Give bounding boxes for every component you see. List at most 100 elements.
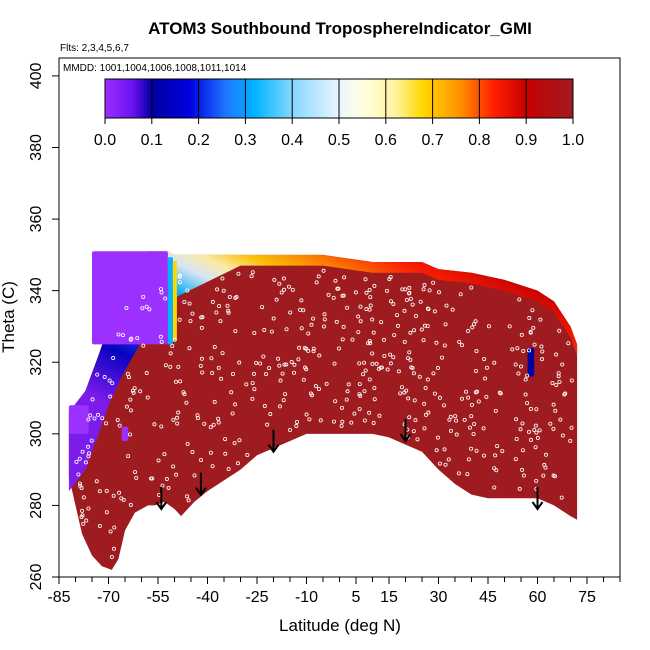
observation-point bbox=[388, 299, 393, 304]
observation-point bbox=[446, 457, 451, 462]
observation-point bbox=[310, 393, 315, 398]
region-edge-blue bbox=[167, 257, 173, 345]
observation-point bbox=[528, 329, 533, 334]
observation-point bbox=[434, 340, 439, 345]
observation-point bbox=[309, 322, 314, 327]
observation-point bbox=[230, 411, 235, 416]
observation-point bbox=[307, 417, 312, 422]
observation-point bbox=[84, 518, 89, 523]
observation-point bbox=[226, 310, 231, 315]
observation-point bbox=[110, 381, 115, 386]
observation-point bbox=[407, 285, 412, 290]
y-axis: 260 280 300 320 340 360 380 400 bbox=[28, 62, 59, 590]
colorbar-tick-label: 0.4 bbox=[281, 132, 303, 149]
observation-point bbox=[216, 365, 221, 370]
observation-point bbox=[526, 429, 531, 434]
observation-point bbox=[442, 447, 447, 452]
observation-point bbox=[550, 380, 555, 385]
observation-point bbox=[431, 371, 436, 376]
observation-point bbox=[202, 421, 207, 426]
x-tick-label: 15 bbox=[380, 589, 398, 606]
colorbar-tick-label: 0.9 bbox=[515, 132, 537, 149]
observation-point bbox=[126, 454, 131, 459]
observation-point bbox=[363, 368, 368, 373]
observation-point bbox=[182, 392, 187, 397]
observation-point bbox=[569, 425, 574, 430]
observation-point bbox=[377, 413, 382, 418]
observation-point bbox=[527, 316, 532, 321]
observation-point bbox=[388, 361, 393, 366]
observation-point bbox=[412, 328, 417, 333]
observation-point bbox=[514, 436, 519, 441]
observation-point bbox=[262, 404, 267, 409]
observation-point bbox=[138, 389, 143, 394]
observation-point bbox=[333, 399, 338, 404]
observation-point bbox=[423, 386, 428, 391]
observation-point bbox=[175, 415, 180, 420]
y-tick-label: 320 bbox=[28, 349, 45, 376]
observation-point bbox=[363, 277, 368, 282]
observation-point bbox=[303, 365, 308, 370]
observation-point bbox=[412, 398, 417, 403]
observation-point bbox=[226, 467, 231, 472]
observation-point bbox=[370, 317, 375, 322]
observation-point bbox=[322, 317, 327, 322]
observation-point bbox=[200, 315, 205, 320]
observation-point bbox=[523, 392, 528, 397]
observation-point bbox=[417, 374, 422, 379]
observation-point bbox=[316, 386, 321, 391]
observation-point bbox=[131, 390, 136, 395]
observation-point bbox=[104, 488, 109, 493]
observation-point bbox=[174, 472, 179, 477]
observation-point bbox=[90, 397, 95, 402]
chart-title: ATOM3 Southbound TroposphereIndicator_GM… bbox=[148, 19, 532, 38]
observation-point bbox=[362, 389, 367, 394]
observation-point bbox=[535, 436, 540, 441]
x-tick-label: 5 bbox=[352, 589, 361, 606]
observation-point bbox=[470, 325, 475, 330]
observation-point bbox=[326, 292, 331, 297]
observation-point bbox=[372, 397, 377, 402]
observation-point bbox=[252, 330, 257, 335]
observation-point bbox=[436, 290, 441, 295]
y-tick-label: 400 bbox=[28, 62, 45, 89]
observation-point bbox=[281, 398, 286, 403]
observation-point bbox=[540, 357, 545, 362]
observation-point bbox=[79, 514, 84, 519]
observation-point bbox=[500, 449, 505, 454]
observation-point bbox=[97, 524, 102, 529]
observation-point bbox=[486, 324, 491, 329]
observation-point bbox=[517, 297, 522, 302]
observation-point bbox=[554, 352, 559, 357]
observation-point bbox=[86, 506, 91, 511]
observation-point bbox=[560, 362, 565, 367]
colorbar-tick-label: 0.3 bbox=[234, 132, 256, 149]
observation-point bbox=[220, 276, 225, 281]
observation-point bbox=[532, 342, 537, 347]
observation-point bbox=[331, 419, 336, 424]
observation-point bbox=[74, 459, 79, 464]
y-tick-label: 300 bbox=[28, 420, 45, 447]
observation-point bbox=[543, 465, 548, 470]
observation-point bbox=[316, 274, 321, 279]
observation-point bbox=[158, 287, 163, 292]
observation-point bbox=[465, 472, 470, 477]
observation-point bbox=[292, 362, 297, 367]
observation-point bbox=[200, 370, 205, 375]
observation-point bbox=[566, 341, 571, 346]
observation-point bbox=[144, 304, 149, 309]
observation-point bbox=[482, 357, 487, 362]
observation-point bbox=[525, 373, 530, 378]
observation-point bbox=[322, 312, 327, 317]
observation-point bbox=[211, 422, 216, 427]
observation-point bbox=[251, 371, 256, 376]
observation-point bbox=[306, 331, 311, 336]
observation-point bbox=[551, 473, 556, 478]
observation-point bbox=[457, 339, 462, 344]
observation-point bbox=[184, 400, 189, 405]
observation-point bbox=[185, 494, 190, 499]
observation-point bbox=[544, 452, 549, 457]
observation-point bbox=[199, 457, 204, 462]
observation-point bbox=[340, 419, 345, 424]
